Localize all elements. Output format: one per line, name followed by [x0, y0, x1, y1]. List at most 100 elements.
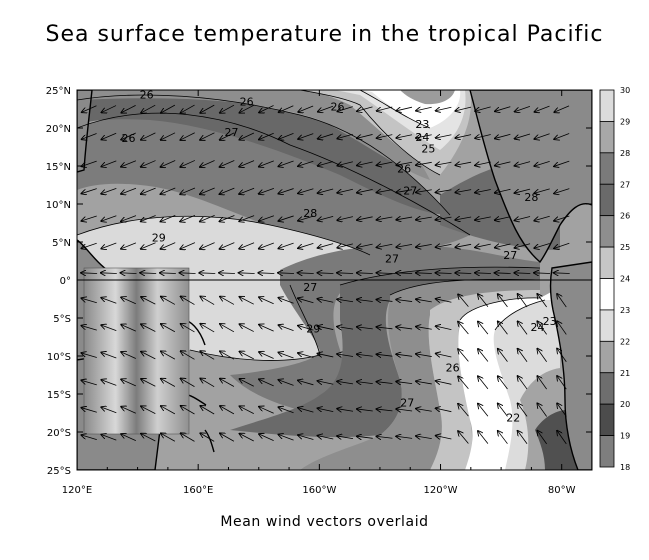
- wind-vector: [259, 242, 274, 249]
- wind-vector: [141, 379, 156, 387]
- wind-vector: [436, 273, 452, 274]
- wind-vector: [396, 135, 413, 138]
- wind-vector: [557, 403, 567, 417]
- wind-vector: [279, 407, 294, 414]
- band-27-south: [230, 267, 540, 438]
- wind-vector: [318, 381, 334, 384]
- wind-vector: [101, 215, 117, 221]
- wind-vector: [318, 161, 334, 166]
- wind-vector: [534, 273, 551, 274]
- wind-vector: [357, 300, 373, 302]
- wind-vector: [101, 352, 117, 359]
- land-south-america: [549, 261, 592, 470]
- wind-vector: [200, 160, 215, 167]
- wind-vector: [436, 354, 452, 357]
- wind-vector: [240, 406, 254, 414]
- wind-vector: [537, 403, 547, 417]
- wind-vector: [278, 160, 294, 166]
- wind-vector: [81, 380, 97, 386]
- wind-vector: [180, 187, 196, 194]
- wind-vector: [199, 273, 216, 274]
- wind-vector: [515, 133, 531, 139]
- wind-vector: [396, 273, 413, 274]
- wind-vector: [357, 436, 373, 438]
- wind-vector: [298, 273, 314, 274]
- wind-vector: [357, 162, 373, 165]
- wind-vector: [298, 133, 314, 139]
- wind-vector: [337, 409, 354, 412]
- wind-vector: [318, 188, 334, 193]
- wind-vector: [180, 132, 195, 140]
- wind-vector: [478, 349, 489, 362]
- wind-vector: [518, 376, 528, 390]
- wind-vector: [259, 407, 274, 414]
- wind-vector: [337, 327, 354, 330]
- wind-vector: [200, 351, 215, 360]
- colorbar-swatch: [599, 215, 615, 248]
- wind-vector: [458, 322, 469, 335]
- wind-vector: [458, 376, 469, 389]
- wind-vector: [220, 351, 235, 360]
- x-tick-label: 160°W: [302, 485, 336, 496]
- wind-vector: [318, 436, 334, 439]
- contour-label: 27: [403, 184, 417, 197]
- wind-vector: [298, 160, 314, 166]
- contour-label: 27: [503, 249, 517, 262]
- colorbar-label: 20: [620, 400, 630, 409]
- wind-vector: [121, 104, 136, 112]
- wind-vector: [240, 324, 254, 332]
- contour-label: 28: [524, 191, 538, 204]
- wind-vector: [337, 354, 354, 357]
- contour-label: 28: [303, 207, 317, 220]
- wind-vector: [377, 354, 393, 356]
- wind-vector: [121, 242, 137, 249]
- wind-vector: [534, 243, 550, 248]
- wind-vector: [357, 382, 373, 384]
- wind-vector: [357, 106, 373, 111]
- wind-vector: [554, 273, 570, 274]
- wind-vector: [515, 106, 531, 111]
- wind-vector: [181, 104, 195, 113]
- wind-vector: [101, 273, 117, 274]
- wind-vector: [318, 354, 334, 357]
- wind-vector: [279, 352, 294, 359]
- wind-vector: [121, 132, 136, 140]
- wind-vector: [537, 376, 547, 390]
- contour-label: 26: [331, 101, 345, 114]
- colorbar-label: 25: [620, 243, 630, 252]
- wind-vector: [220, 215, 235, 221]
- wind-vector: [537, 431, 547, 445]
- colorbar-label: 26: [620, 212, 630, 221]
- contour-label: 24: [530, 321, 544, 334]
- wind-vector: [101, 132, 117, 139]
- wind-vector: [396, 190, 413, 193]
- wind-vector: [181, 433, 195, 442]
- wind-vector: [515, 216, 531, 220]
- wind-vector: [478, 322, 489, 335]
- chart-title: Sea surface temperature in the tropical …: [45, 22, 604, 47]
- wind-vector: [102, 105, 117, 113]
- wind-vector: [357, 327, 373, 329]
- wind-vector: [534, 160, 550, 166]
- wind-vector: [318, 243, 334, 248]
- wind-vector: [200, 215, 215, 221]
- contour-label: 26: [397, 162, 411, 175]
- wind-vector: [220, 187, 235, 194]
- wind-vector: [455, 244, 472, 247]
- wind-vector: [518, 321, 528, 335]
- wind-vector: [495, 217, 511, 221]
- wind-vector: [498, 349, 508, 362]
- wind-vector: [337, 299, 354, 302]
- contour-label: 22: [506, 412, 520, 425]
- wind-vector: [337, 381, 354, 384]
- colorbar-label: 27: [620, 180, 630, 189]
- wind-vector: [220, 297, 235, 305]
- wind-vector: [121, 215, 137, 222]
- wind-vector: [554, 188, 570, 194]
- wind-vector: [181, 406, 195, 415]
- wind-vector: [475, 244, 491, 247]
- contour-label: 26: [446, 361, 460, 374]
- wind-vector: [475, 273, 491, 274]
- wind-vector: [534, 188, 550, 193]
- contour-label: 27: [400, 396, 414, 409]
